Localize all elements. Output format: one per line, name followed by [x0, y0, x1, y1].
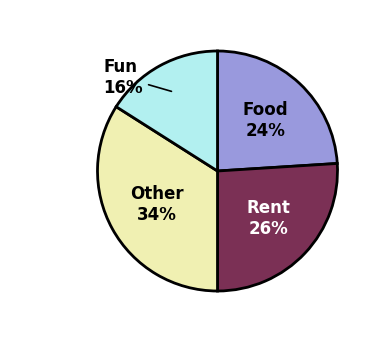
Wedge shape — [98, 107, 218, 291]
Wedge shape — [116, 51, 218, 171]
Text: Food
24%: Food 24% — [242, 101, 288, 140]
Wedge shape — [217, 163, 338, 291]
Text: Other
34%: Other 34% — [130, 185, 183, 224]
Wedge shape — [217, 51, 337, 171]
Text: Fun
16%: Fun 16% — [104, 58, 171, 97]
Text: Rent
26%: Rent 26% — [246, 199, 290, 238]
